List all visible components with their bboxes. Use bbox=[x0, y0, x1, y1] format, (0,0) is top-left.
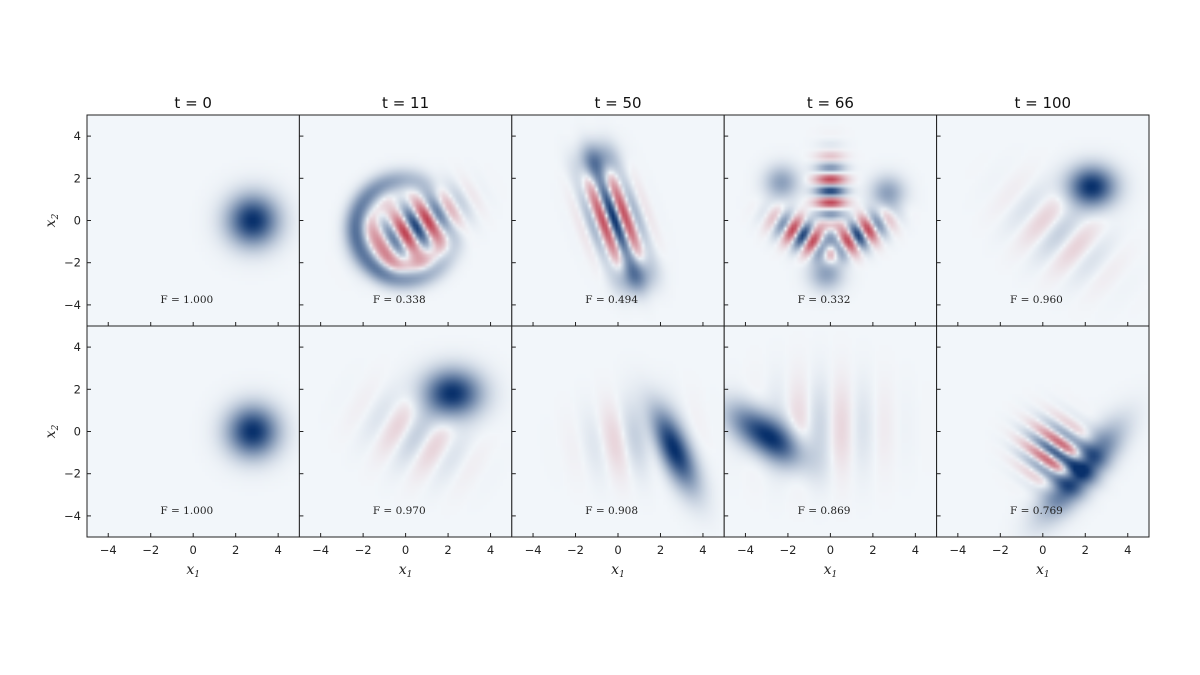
y-tick-label: 2 bbox=[74, 382, 81, 396]
panel-r0-c2: F = 0.494 bbox=[511, 114, 725, 327]
heatmap-image bbox=[87, 326, 300, 537]
x-tick-label: 2 bbox=[869, 543, 876, 557]
heatmap-image bbox=[511, 115, 725, 326]
heatmap-image bbox=[511, 326, 725, 537]
x-tick-label: −2 bbox=[779, 543, 796, 557]
x-axis-label: x1 bbox=[186, 562, 200, 580]
fidelity-label: F = 1.000 bbox=[160, 294, 213, 306]
x-tick-label: 2 bbox=[232, 543, 239, 557]
x-tick-label: 4 bbox=[912, 543, 919, 557]
heatmap-image bbox=[724, 115, 937, 326]
x-tick-label: 0 bbox=[402, 543, 409, 557]
x-tick-label: 4 bbox=[1124, 543, 1131, 557]
fidelity-label: F = 0.769 bbox=[1010, 505, 1063, 517]
fidelity-label: F = 0.970 bbox=[373, 505, 426, 517]
panel-r1-c2: F = 0.908 bbox=[511, 325, 725, 538]
panel-r1-c0: F = 1.000 bbox=[86, 325, 300, 538]
x-tick-label: −4 bbox=[737, 543, 754, 557]
panel-r0-c0: F = 1.000 bbox=[86, 114, 300, 327]
x-tick-label: 0 bbox=[827, 543, 834, 557]
x-tick-label: −2 bbox=[992, 543, 1009, 557]
y-tick-label: −4 bbox=[64, 298, 81, 312]
panel-r0-c3: F = 0.332 bbox=[723, 114, 938, 327]
y-axis-label: x2 bbox=[43, 213, 61, 227]
fidelity-label: F = 0.960 bbox=[1010, 294, 1063, 306]
x-tick-label: −4 bbox=[949, 543, 966, 557]
column-title: t = 100 bbox=[1014, 94, 1071, 112]
panel-r1-c1: F = 0.970 bbox=[298, 325, 513, 538]
fidelity-label: F = 0.869 bbox=[798, 505, 851, 517]
y-tick-label: 0 bbox=[74, 425, 81, 439]
x-tick-label: 0 bbox=[614, 543, 621, 557]
x-axis-label: x1 bbox=[824, 562, 838, 580]
x-axis-label: x1 bbox=[611, 562, 625, 580]
fidelity-label: F = 0.908 bbox=[585, 505, 638, 517]
column-title: t = 0 bbox=[174, 94, 212, 112]
y-tick-label: −2 bbox=[64, 467, 81, 481]
y-tick-label: 2 bbox=[74, 171, 81, 185]
column-title: t = 50 bbox=[594, 94, 641, 112]
heatmap-image bbox=[724, 326, 937, 537]
heatmap-image bbox=[299, 115, 512, 326]
x-tick-label: 2 bbox=[444, 543, 451, 557]
x-tick-label: −4 bbox=[100, 543, 117, 557]
y-axis-label: x2 bbox=[43, 424, 61, 438]
heatmap-image bbox=[936, 326, 1149, 537]
y-tick-label: −2 bbox=[64, 256, 81, 270]
x-tick-label: −4 bbox=[312, 543, 329, 557]
x-axis-label: x1 bbox=[399, 562, 413, 580]
x-tick-label: −2 bbox=[355, 543, 372, 557]
y-tick-label: 0 bbox=[74, 214, 81, 228]
x-tick-label: 0 bbox=[1039, 543, 1046, 557]
column-title: t = 11 bbox=[382, 94, 429, 112]
x-tick-label: 4 bbox=[487, 543, 494, 557]
column-title: t = 66 bbox=[807, 94, 854, 112]
heatmap-image bbox=[299, 326, 512, 537]
x-tick-label: 0 bbox=[190, 543, 197, 557]
fidelity-label: F = 0.494 bbox=[585, 294, 638, 306]
fidelity-label: F = 1.000 bbox=[160, 505, 213, 517]
y-tick-label: −4 bbox=[64, 509, 81, 523]
y-tick-label: 4 bbox=[74, 129, 81, 143]
fidelity-label: F = 0.332 bbox=[798, 294, 851, 306]
heatmap-image bbox=[87, 115, 300, 326]
x-tick-label: −4 bbox=[525, 543, 542, 557]
panel-r1-c3: F = 0.869 bbox=[723, 325, 938, 538]
panel-r0-c4: F = 0.960 bbox=[936, 114, 1150, 327]
y-tick-label: 4 bbox=[74, 340, 81, 354]
panel-r1-c4: F = 0.769 bbox=[936, 325, 1150, 538]
heatmap-image bbox=[936, 115, 1149, 326]
panel-r0-c1: F = 0.338 bbox=[298, 114, 513, 327]
x-tick-label: 4 bbox=[699, 543, 706, 557]
x-tick-label: −2 bbox=[567, 543, 584, 557]
fidelity-label: F = 0.338 bbox=[373, 294, 426, 306]
x-tick-label: 4 bbox=[274, 543, 281, 557]
x-tick-label: 2 bbox=[1082, 543, 1089, 557]
x-axis-label: x1 bbox=[1036, 562, 1050, 580]
x-tick-label: 2 bbox=[657, 543, 664, 557]
x-tick-label: −2 bbox=[142, 543, 159, 557]
